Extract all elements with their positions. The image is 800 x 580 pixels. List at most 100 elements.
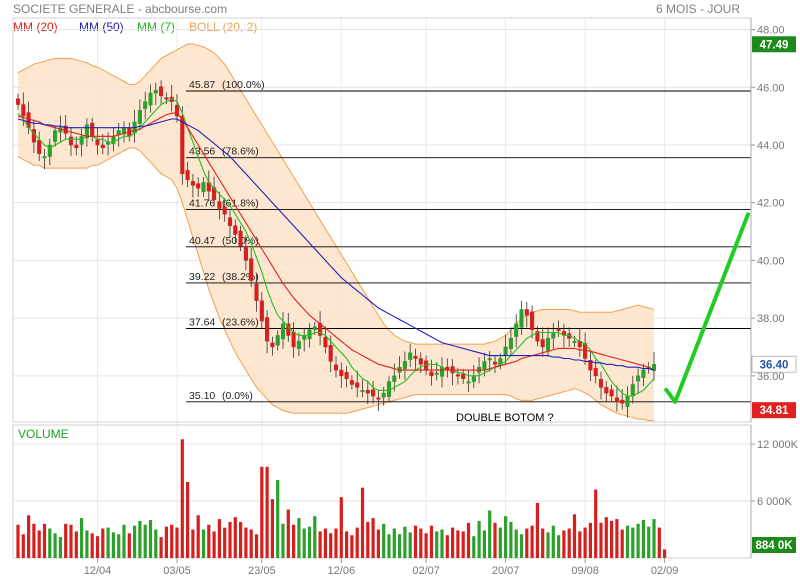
volume-bar (371, 518, 375, 558)
volume-bar (578, 531, 582, 558)
candle-body (143, 101, 148, 109)
candle-body (254, 283, 259, 302)
candle-body (227, 217, 233, 227)
volume-badge (752, 537, 796, 553)
volume-bar (461, 531, 465, 558)
volume-bar (652, 519, 656, 558)
candle-body (355, 382, 360, 388)
volume-bar (37, 530, 41, 558)
fib-value: 39.22 (189, 271, 215, 283)
candle-body (180, 115, 185, 175)
candle-body (259, 300, 264, 322)
volume-bar (392, 528, 396, 558)
volume-bar (281, 523, 285, 558)
candle-body (371, 389, 376, 397)
candle-body (471, 375, 476, 382)
volume-bar (477, 520, 481, 558)
trend-arrow-shaft (673, 212, 750, 404)
candle-body (492, 361, 498, 365)
candle-body (153, 89, 158, 94)
candle-body (344, 372, 349, 379)
price-badge-text-current: 36.40 (760, 359, 789, 371)
volume-bar (122, 524, 126, 558)
candle-body (111, 136, 116, 145)
volume-bar (133, 525, 137, 558)
volume-bar (498, 527, 502, 558)
candle-body (588, 359, 593, 371)
candle-body (270, 342, 275, 348)
fib-value: 45.87 (189, 79, 215, 91)
volume-bar (413, 525, 418, 558)
price-badge-low (752, 402, 796, 419)
volume-bar (313, 516, 317, 558)
candle-body (392, 375, 397, 382)
candle-body (360, 390, 365, 393)
volume-bar (154, 529, 158, 558)
volume-bar (111, 532, 115, 558)
candle-body (286, 323, 291, 336)
volume-bar (631, 527, 635, 558)
volume-bar (472, 536, 476, 558)
ma-line-20 (17, 112, 655, 371)
volume-bar (127, 533, 131, 558)
fib-percent: (100.0%) (222, 79, 265, 91)
candle-body (15, 98, 21, 105)
candle-body (190, 181, 195, 186)
volume-bar (636, 523, 640, 558)
candle-body (196, 183, 201, 189)
candle-body (503, 346, 508, 356)
price-axis: 48.00 46.00 44.00 42.00 40.00 38.00 36.00 47.49… (750, 18, 797, 422)
volume-bar (260, 466, 264, 558)
volume-bar (594, 489, 598, 558)
price-badge-current (751, 355, 797, 373)
price-badge-high (752, 36, 796, 53)
candle-body (535, 331, 540, 342)
volume-bar (180, 439, 184, 558)
candle-body (275, 335, 280, 346)
candle-body (159, 86, 164, 97)
volume-bar (223, 527, 227, 558)
volume-bar (366, 521, 370, 558)
fib-percent: (23.6%) (222, 317, 259, 329)
candle-body (312, 326, 317, 330)
volume-badge-text: 884 0K (755, 540, 793, 552)
price-tick-label: 40.00 (757, 255, 785, 267)
volume-bar (302, 528, 306, 558)
bollinger-band (17, 43, 655, 422)
candle-body (604, 387, 609, 394)
legend-item: MM (50) (79, 20, 124, 34)
candle-body (381, 392, 386, 398)
volume-title: VOLUME (18, 427, 69, 441)
volume-bar (191, 529, 195, 558)
period-label: 6 MOIS - JOUR (656, 2, 740, 16)
candle-body (84, 124, 89, 139)
candle-body (291, 331, 296, 348)
volume-bar (615, 519, 619, 558)
candle-body (68, 136, 74, 146)
volume-bar (48, 528, 52, 558)
candle-body (79, 136, 84, 145)
candle-body (328, 344, 333, 362)
date-tick-label: 02/09 (651, 565, 679, 577)
volume-bar (307, 526, 312, 558)
volume-bar (64, 523, 68, 558)
price-tick-label: 38.00 (757, 313, 785, 325)
candle-body (74, 144, 79, 149)
candle-body (434, 372, 439, 375)
candle-body (540, 339, 545, 348)
volume-bar (207, 524, 211, 558)
price-tick-label: 48.00 (757, 25, 785, 37)
candle-body (21, 104, 26, 117)
volume-bar (228, 521, 232, 558)
fib-value: 41.76 (189, 198, 215, 210)
volume-bar (334, 528, 338, 558)
volume-bar (604, 517, 608, 558)
volume-bar (58, 537, 62, 558)
candle-body (620, 399, 625, 404)
volume-bar (69, 524, 73, 558)
candle-body (100, 144, 105, 149)
volume-bar (493, 522, 497, 558)
volume-bar (451, 527, 455, 558)
candle-body (53, 130, 58, 142)
ma-line-7 (17, 98, 655, 397)
